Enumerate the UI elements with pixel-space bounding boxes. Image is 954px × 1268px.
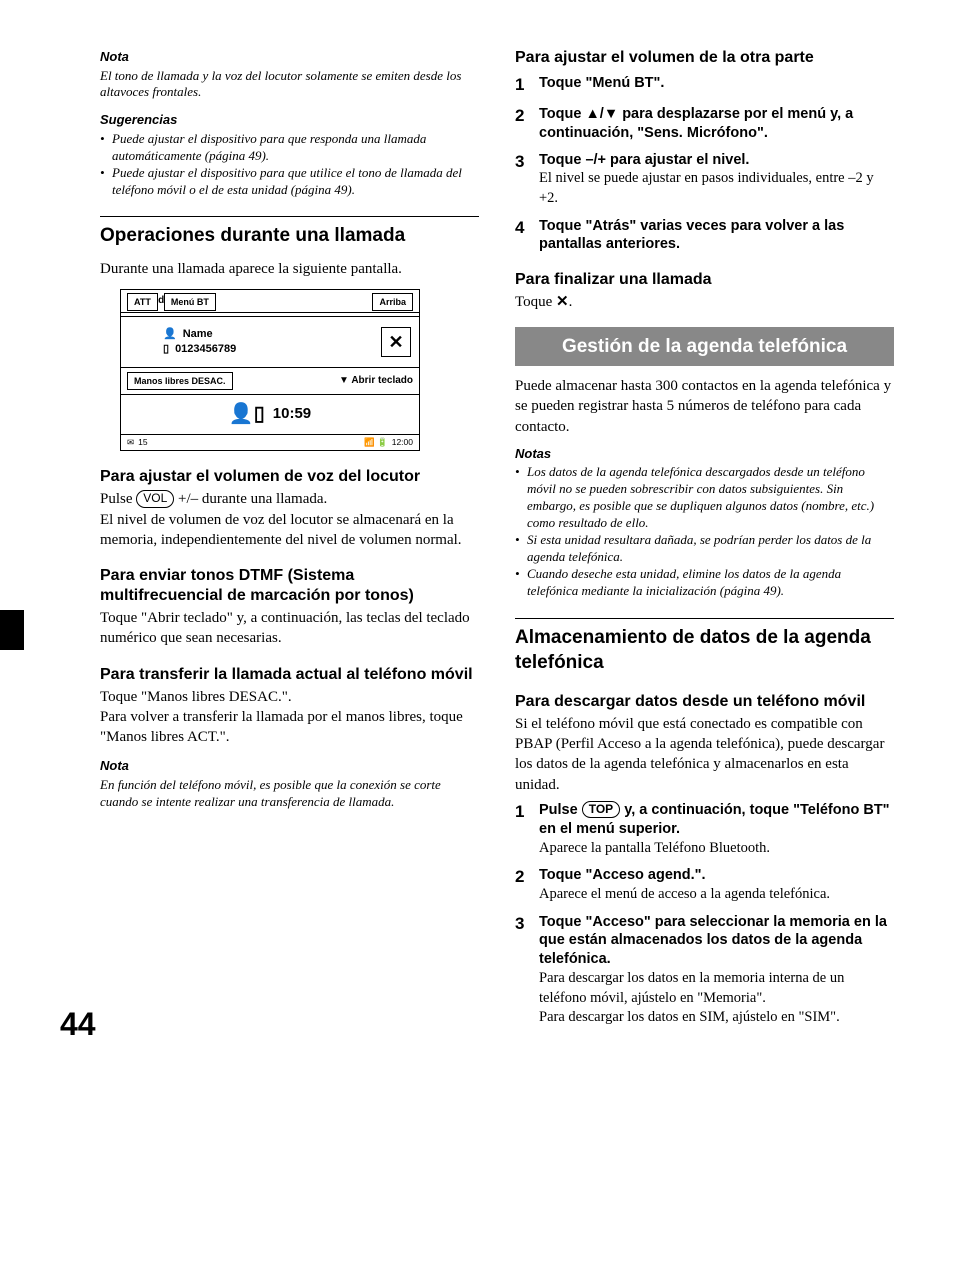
tip-item: Puede ajustar el dispositivo para que ut… (100, 165, 479, 199)
h3-volvoz: Para ajustar el volumen de voz del locut… (100, 467, 479, 487)
h3-volother: Para ajustar el volumen de la otra parte (515, 48, 894, 68)
h2-almac: Almacenamiento de datos de la agenda tel… (515, 618, 894, 676)
vol-steps: 1 Toque "Menú BT". 2 Toque ▲/▼ para desp… (515, 74, 894, 254)
screen-number: 0123456789 (175, 342, 236, 357)
side-tab (0, 610, 24, 650)
h3-dtmf: Para enviar tonos DTMF (Sistema multifre… (100, 566, 479, 606)
volvoz-p2: El nivel de volumen de voz del locutor s… (100, 510, 479, 551)
nota-item: Cuando deseche esta unidad, elimine los … (515, 566, 894, 600)
step: 3 Toque "Acceso" para seleccionar la mem… (515, 913, 894, 1028)
step: 3 Toque –/+ para ajustar el nivel. El ni… (515, 151, 894, 209)
step-head: Toque "Atrás" varias veces para volver a… (539, 217, 894, 255)
step-head: Toque "Menú BT". (539, 74, 894, 93)
phone-icon: ▯ (163, 342, 169, 357)
tip-item: Puede ajustar el dispositivo para que re… (100, 131, 479, 165)
nota2-title: Nota (100, 757, 479, 775)
dtmf-text: Toque "Abrir teclado" y, a continuación,… (100, 608, 479, 649)
right-column: Para ajustar el volumen de la otra parte… (515, 48, 894, 1036)
step-num: 3 (515, 913, 529, 1028)
screen-abrir: ▼ Abrir teclado (339, 374, 413, 388)
transfer-p1: Toque "Manos libres DESAC.". (100, 687, 479, 707)
step-head: Toque "Acceso" para seleccionar la memor… (539, 913, 894, 970)
nota2-text: En función del teléfono móvil, es posibl… (100, 777, 479, 811)
hangup-inline-icon: ✕ (556, 294, 569, 310)
step: 1 Pulse TOP y, a continuación, toque "Te… (515, 801, 894, 858)
person-icon: 👤 (163, 327, 177, 342)
step-text: El nivel se puede ajustar en pasos indiv… (539, 169, 894, 208)
h3-transfer: Para transferir la llamada actual al tel… (100, 665, 479, 685)
top-key: TOP (582, 801, 620, 819)
step: 2 Toque ▲/▼ para desplazarse por el menú… (515, 105, 894, 143)
screen-menubt-button: Menú BT (164, 293, 216, 311)
step-text: Para descargar los datos en la memoria i… (539, 969, 894, 1028)
finalizar-text: Toque ✕. (515, 292, 894, 312)
step-num: 2 (515, 105, 529, 143)
h2-operaciones: Operaciones durante una llamada (100, 216, 479, 249)
volvoz-p1: Pulse VOL +/– durante una llamada. (100, 489, 479, 509)
screen-clock: 12:00 (392, 437, 413, 448)
notas-title: Notas (515, 445, 894, 463)
screen-att-button: ATT (127, 293, 158, 311)
step-text: Aparece la pantalla Teléfono Bluetooth. (539, 839, 894, 859)
step-head: Pulse TOP y, a continuación, toque "Telé… (539, 801, 894, 839)
step-num: 4 (515, 217, 529, 255)
step-head: Toque "Acceso agend.". (539, 866, 894, 885)
descargar-intro: Si el teléfono móvil que está conectado … (515, 714, 894, 795)
screen-time: 10:59 (273, 404, 311, 424)
step: 1 Toque "Menú BT". (515, 74, 894, 97)
tips-list: Puede ajustar el dispositivo para que re… (100, 131, 479, 199)
step: 2 Toque "Acceso agend.". Aparece el menú… (515, 866, 894, 904)
screen-arriba-button: Arriba (372, 293, 413, 311)
section-bar-gestion: Gestión de la agenda telefónica (515, 327, 894, 367)
step-num: 1 (515, 801, 529, 858)
nota-text: El tono de llamada y la voz del locutor … (100, 68, 479, 102)
call-screen-mock: Ocupado. ATT Menú BT Arriba 👤Name ▯01234… (120, 289, 420, 451)
person-icon-large: 👤▯ (229, 401, 265, 428)
nota-item: Los datos de la agenda telefónica descar… (515, 464, 894, 532)
vol-key: VOL (136, 490, 174, 508)
status-icons: 📶 🔋 (364, 437, 388, 448)
left-column: Nota El tono de llamada y la voz del loc… (100, 48, 479, 1036)
sugerencias-title: Sugerencias (100, 111, 479, 129)
descargar-steps: 1 Pulse TOP y, a continuación, toque "Te… (515, 801, 894, 1028)
step-head: Toque –/+ para ajustar el nivel. (539, 151, 894, 170)
step-num: 2 (515, 866, 529, 904)
notas-list: Los datos de la agenda telefónica descar… (515, 464, 894, 599)
hangup-icon: ✕ (381, 327, 411, 357)
screen-manos-button: Manos libres DESAC. (127, 372, 233, 390)
screen-name: Name (183, 327, 213, 342)
envelope-icon: ✉ (127, 437, 134, 448)
gestion-intro: Puede almacenar hasta 300 contactos en l… (515, 376, 894, 437)
transfer-p2: Para volver a transferir la llamada por … (100, 707, 479, 748)
page-number: 44 (60, 1003, 96, 1046)
msg-count: 15 (138, 437, 147, 448)
h3-finalizar: Para finalizar una llamada (515, 270, 894, 290)
step-num: 1 (515, 74, 529, 97)
nota-item: Si esta unidad resultara dañada, se podr… (515, 532, 894, 566)
h3-descargar: Para descargar datos desde un teléfono m… (515, 692, 894, 712)
step-head: Toque ▲/▼ para desplazarse por el menú y… (539, 105, 894, 143)
step: 4 Toque "Atrás" varias veces para volver… (515, 217, 894, 255)
nota-title: Nota (100, 48, 479, 66)
step-num: 3 (515, 151, 529, 209)
operaciones-intro: Durante una llamada aparece la siguiente… (100, 259, 479, 279)
step-text: Aparece el menú de acceso a la agenda te… (539, 885, 894, 905)
